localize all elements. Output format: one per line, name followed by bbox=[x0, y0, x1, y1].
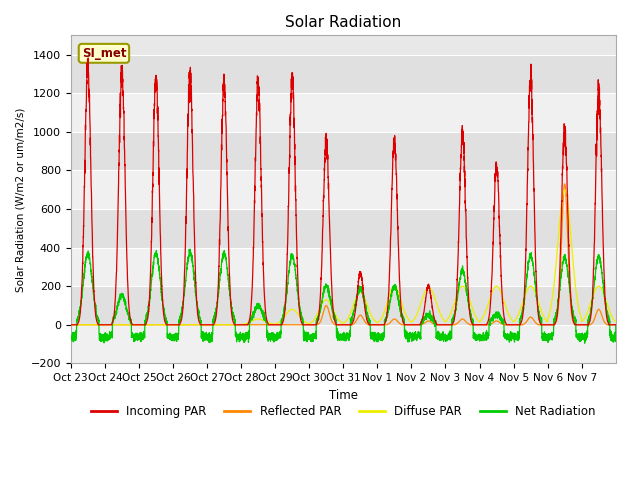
Bar bbox=[71, 93, 616, 132]
Bar bbox=[71, 248, 616, 286]
Bar bbox=[71, 209, 616, 248]
Bar bbox=[71, 170, 616, 209]
Bar bbox=[71, 286, 616, 325]
Bar bbox=[71, 132, 616, 170]
Bar bbox=[71, 325, 616, 363]
Legend: Incoming PAR, Reflected PAR, Diffuse PAR, Net Radiation: Incoming PAR, Reflected PAR, Diffuse PAR… bbox=[86, 401, 600, 423]
Bar bbox=[71, 55, 616, 93]
Y-axis label: Solar Radiation (W/m2 or um/m2/s): Solar Radiation (W/m2 or um/m2/s) bbox=[15, 107, 25, 291]
X-axis label: Time: Time bbox=[329, 389, 358, 402]
Title: Solar Radiation: Solar Radiation bbox=[285, 15, 401, 30]
Text: SI_met: SI_met bbox=[82, 47, 126, 60]
